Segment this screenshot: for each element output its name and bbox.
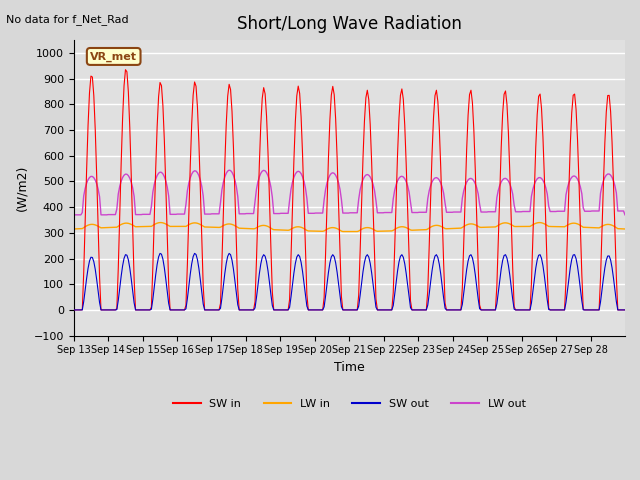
Y-axis label: (W/m2): (W/m2): [15, 165, 28, 211]
Legend: SW in, LW in, SW out, LW out: SW in, LW in, SW out, LW out: [168, 395, 531, 413]
Title: Short/Long Wave Radiation: Short/Long Wave Radiation: [237, 15, 462, 33]
Text: No data for f_Net_Rad: No data for f_Net_Rad: [6, 14, 129, 25]
Text: VR_met: VR_met: [90, 51, 137, 61]
X-axis label: Time: Time: [334, 361, 365, 374]
